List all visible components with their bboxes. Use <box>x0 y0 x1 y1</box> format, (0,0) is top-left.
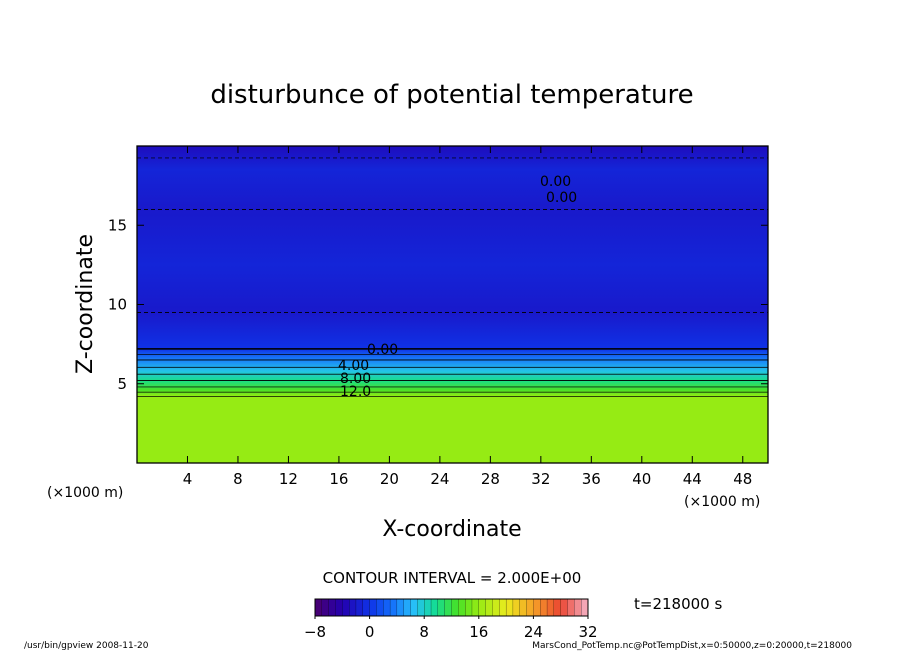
x-tick-label: 32 <box>531 470 550 488</box>
colorbar-cell <box>465 598 473 617</box>
colorbar-cell <box>362 598 371 617</box>
colorbar-cell <box>342 598 350 617</box>
colorbar-cell <box>349 598 357 617</box>
x-tick-label: 36 <box>582 470 601 488</box>
colorbar-cells <box>314 598 589 617</box>
colorbar-cell <box>376 598 384 617</box>
y-tick-label: 15 <box>108 216 127 234</box>
colorbar-cell <box>451 598 459 617</box>
colorbar-cell <box>403 598 411 617</box>
x-tick-label: 24 <box>430 470 449 488</box>
x-axis-unit-left: (×1000 m) <box>47 485 123 501</box>
colorbar-cell <box>335 598 343 617</box>
colorbar-cell <box>574 598 582 617</box>
colorbar-frame <box>314 598 589 617</box>
colorbar-cell <box>499 598 507 617</box>
colorbar-cell <box>458 598 466 617</box>
contour-label: 4.00 <box>338 358 369 374</box>
colorbar-cell <box>437 598 446 617</box>
footer-right: MarsCond_PotTemp.nc@PotTempDist,x=0:5000… <box>532 641 852 651</box>
colorbar-cell <box>478 598 487 617</box>
colorbar-cell <box>396 598 405 617</box>
colorbar-tick-label: 0 <box>365 623 375 641</box>
x-tick-label: 44 <box>683 470 702 488</box>
footer-left: /usr/bin/gpview 2008-11-20 <box>24 641 149 651</box>
chart-title: disturbunce of potential temperature <box>210 80 693 110</box>
x-tick-label: 12 <box>279 470 298 488</box>
colorbar-cell <box>553 598 562 617</box>
contour-label: 0.00 <box>546 190 577 206</box>
colorbar-cell <box>430 598 439 617</box>
time-label: t=218000 s <box>634 595 722 613</box>
colorbar-cell <box>505 598 514 617</box>
x-tick-label: 48 <box>733 470 752 488</box>
colorbar-cell <box>410 598 418 617</box>
plot-area: 0.00 0.00 0.00 4.00 8.00 12.0 <box>136 145 769 464</box>
y-tick-label: 10 <box>108 296 127 314</box>
colorbar-tick-label: −8 <box>304 623 326 641</box>
colorbar-tick-label: 16 <box>469 623 488 641</box>
contour-label: 8.00 <box>340 371 371 387</box>
x-tick-label: 4 <box>183 470 193 488</box>
colorbar-cell <box>533 598 541 617</box>
x-tick-label: 8 <box>233 470 243 488</box>
colorbar-cell <box>417 598 425 617</box>
colorbar-cell <box>492 598 500 617</box>
axis-ticks <box>137 146 768 463</box>
colorbar-cell <box>519 598 527 617</box>
colorbar-cell <box>328 598 336 617</box>
x-tick-label: 28 <box>481 470 500 488</box>
colorbar-cell <box>355 598 364 617</box>
colorbar-tick-label: 32 <box>578 623 597 641</box>
colorbar-cell <box>567 598 575 617</box>
x-tick-label: 40 <box>632 470 651 488</box>
colorbar-cell <box>560 598 568 617</box>
contour-label: 0.00 <box>540 174 571 190</box>
y-tick-labels: 5 10 15 <box>108 216 127 393</box>
contour-lines <box>137 157 768 397</box>
x-tick-labels: 4 8 12 16 20 24 28 32 36 40 44 48 <box>183 470 753 488</box>
colorbar-cell <box>546 598 555 617</box>
colorbar-cell <box>512 598 521 617</box>
contour-interval-text: CONTOUR INTERVAL = 2.000E+00 <box>323 569 582 587</box>
colorbar-cell <box>540 598 548 617</box>
colorbar-cell <box>444 598 452 617</box>
x-tick-label: 16 <box>329 470 348 488</box>
colorbar-labels: −8 0 8 16 24 32 <box>304 616 598 641</box>
colorbar-cell <box>369 598 377 617</box>
contour-label: 12.0 <box>340 384 371 400</box>
colorbar-cell <box>581 598 589 617</box>
x-axis: 4 8 12 16 20 24 28 32 36 40 44 48 (×1000 m) (×1000 … <box>47 470 760 542</box>
colorbar-cell <box>526 598 534 617</box>
contour-label: 0.00 <box>367 342 398 358</box>
colorbar: −8 0 8 16 24 32 <box>304 598 598 641</box>
x-axis-label: X-coordinate <box>382 517 521 542</box>
colorbar-cell <box>383 598 391 617</box>
colorbar-cell <box>389 598 398 617</box>
colorbar-cell <box>321 598 330 617</box>
field-fill <box>137 146 768 463</box>
colorbar-cell <box>485 598 493 617</box>
y-tick-label: 5 <box>117 375 127 393</box>
colorbar-tick-label: 8 <box>419 623 429 641</box>
colorbar-cell <box>314 598 323 617</box>
colorbar-cell <box>424 598 432 617</box>
x-axis-unit-right: (×1000 m) <box>684 494 760 510</box>
colorbar-tick-label: 24 <box>524 623 543 641</box>
y-axis-label: Z-coordinate <box>73 234 98 374</box>
colorbar-cell <box>471 598 480 617</box>
contour-labels: 0.00 0.00 0.00 4.00 8.00 12.0 <box>338 174 577 400</box>
y-axis: 5 10 15 Z-coordinate <box>73 216 127 393</box>
x-tick-label: 20 <box>380 470 399 488</box>
